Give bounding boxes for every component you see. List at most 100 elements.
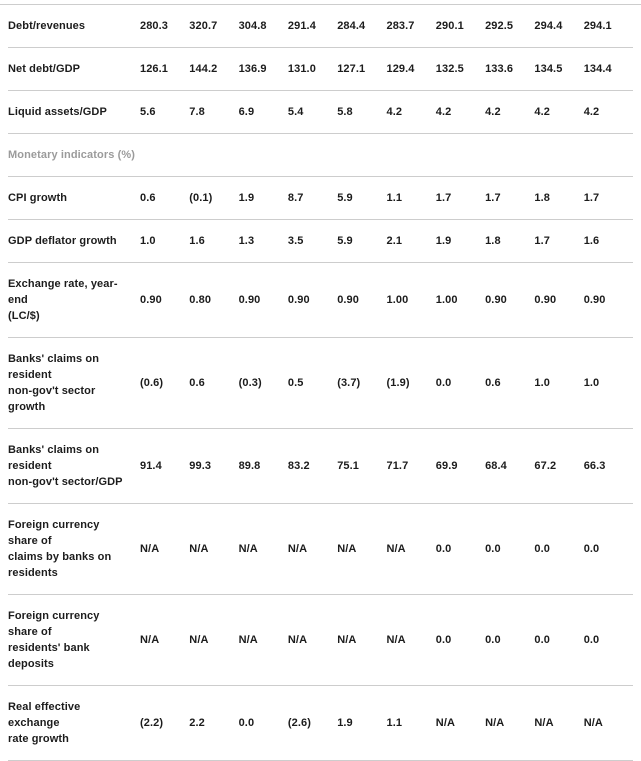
value-cell: N/A [238, 634, 258, 646]
value-cell: 1.9 [435, 235, 452, 247]
table-row: Liquid assets/GDP 5.6 7.8 6.9 5.4 5.8 4.2 4.2 4… [8, 91, 633, 134]
value-cell: 71.7 [386, 460, 409, 472]
value-cell: 134.4 [583, 63, 612, 75]
value-cell: 5.4 [287, 106, 304, 118]
value-cell: 83.2 [287, 460, 310, 472]
value-cell: (0.3) [238, 377, 262, 389]
table-row: Debt/revenues 280.3 320.7 304.8 291.4 284.4 2… [8, 5, 633, 48]
value-cell: 1.1 [386, 192, 403, 204]
row-label: CPI growth [8, 192, 68, 204]
section-header-row: Monetary indicators (%) [8, 134, 633, 177]
value-cell: 75.1 [337, 460, 359, 472]
value-cell: 4.2 [386, 106, 403, 118]
table-row: Foreign currency share of residents' ban… [8, 595, 633, 686]
value-cell: 69.9 [435, 460, 458, 472]
value-cell: 0.90 [583, 294, 606, 306]
value-cell: 0.0 [485, 634, 501, 646]
table-row: Net debt/GDP 126.1 144.2 136.9 131.0 127.1 12… [8, 48, 633, 91]
value-cell: (0.1) [189, 192, 213, 204]
value-cell: 0.90 [140, 294, 162, 306]
value-cell: 131.0 [287, 63, 316, 75]
value-cell: 127.1 [337, 63, 366, 75]
value-cell: 2.1 [386, 235, 403, 247]
value-cell: 5.9 [337, 192, 353, 204]
table-row: Real effective exchange rate growth (2.2… [8, 686, 633, 761]
value-cell: 0.0 [534, 634, 550, 646]
value-cell: (3.7) [337, 377, 361, 389]
value-cell: 6.9 [238, 106, 255, 118]
value-cell: 66.3 [583, 460, 606, 472]
row-label: Foreign currency share of residents' ban… [8, 610, 100, 670]
value-cell: 134.5 [534, 63, 563, 75]
value-cell: 4.2 [435, 106, 452, 118]
table-row: Foreign currency share of claims by bank… [8, 504, 633, 595]
value-cell: 3.5 [287, 235, 304, 247]
value-cell: 0.90 [534, 294, 557, 306]
value-cell: N/A [287, 634, 308, 646]
row-label: Foreign currency share of claims by bank… [8, 519, 112, 579]
value-cell: 290.1 [435, 20, 464, 32]
value-cell: 0.6 [485, 377, 501, 389]
value-cell: 8.7 [287, 192, 304, 204]
row-label: Real effective exchange rate growth [8, 701, 81, 745]
value-cell: 1.9 [337, 717, 353, 729]
value-cell: 1.1 [386, 717, 403, 729]
value-cell: 294.4 [534, 20, 563, 32]
value-cell: 1.7 [583, 192, 600, 204]
value-cell: 132.5 [435, 63, 464, 75]
value-cell: 1.00 [435, 294, 458, 306]
value-cell: 0.0 [435, 634, 452, 646]
value-cell: 304.8 [238, 20, 267, 32]
value-cell: 1.9 [238, 192, 255, 204]
value-cell: 136.9 [238, 63, 267, 75]
value-cell: 1.8 [534, 192, 550, 204]
value-cell: N/A [337, 634, 357, 646]
value-cell: 0.0 [583, 543, 600, 555]
row-label: Exchange rate, year-end (LC/$) [8, 278, 118, 322]
value-cell: 0.0 [435, 377, 452, 389]
value-cell: 0.6 [189, 377, 205, 389]
value-cell: 67.2 [534, 460, 557, 472]
row-label: Banks' claims on resident non-gov't sect… [8, 444, 123, 488]
value-cell: 0.6 [140, 192, 156, 204]
value-cell: N/A [140, 634, 160, 646]
value-cell: 68.4 [485, 460, 507, 472]
value-cell: 1.0 [583, 377, 600, 389]
table-row: Exchange rate, year-end (LC/$) 0.90 0.80 0… [8, 263, 633, 338]
value-cell: 320.7 [189, 20, 218, 32]
value-cell: 0.90 [287, 294, 310, 306]
row-label: Liquid assets/GDP [8, 106, 107, 118]
value-cell: 294.1 [583, 20, 612, 32]
value-cell: 1.7 [485, 192, 501, 204]
value-cell: 1.8 [485, 235, 501, 247]
value-cell: 1.7 [534, 235, 550, 247]
value-cell: 99.3 [189, 460, 212, 472]
value-cell: 4.2 [583, 106, 600, 118]
value-cell: 0.80 [189, 294, 212, 306]
value-cell: 284.4 [337, 20, 366, 32]
value-cell: N/A [485, 717, 505, 729]
table-rows: Debt/revenues 280.3 320.7 304.8 291.4 284.4 2… [8, 5, 633, 761]
value-cell: 126.1 [140, 63, 169, 75]
value-cell: N/A [238, 543, 258, 555]
section-header-label: Monetary indicators (%) [8, 149, 135, 161]
value-cell: 5.6 [140, 106, 156, 118]
value-cell: 291.4 [287, 20, 316, 32]
value-cell: 0.5 [287, 377, 304, 389]
value-cell: N/A [140, 543, 160, 555]
value-cell: 4.2 [534, 106, 550, 118]
value-cell: 91.4 [140, 460, 162, 472]
value-cell: 0.0 [435, 543, 452, 555]
value-cell: 5.9 [337, 235, 353, 247]
table-row: Banks' claims on resident non-gov't sect… [8, 338, 633, 429]
value-cell: 0.0 [238, 717, 255, 729]
value-cell: 0.0 [534, 543, 550, 555]
value-cell: N/A [386, 543, 406, 555]
value-cell: 1.3 [238, 235, 255, 247]
value-cell: N/A [386, 634, 406, 646]
value-cell: (2.2) [140, 717, 164, 729]
value-cell: N/A [287, 543, 308, 555]
value-cell: 5.8 [337, 106, 353, 118]
value-cell: 144.2 [189, 63, 218, 75]
table-row: GDP deflator growth 1.0 1.6 1.3 3.5 5.9 2.1 1.… [8, 220, 633, 263]
